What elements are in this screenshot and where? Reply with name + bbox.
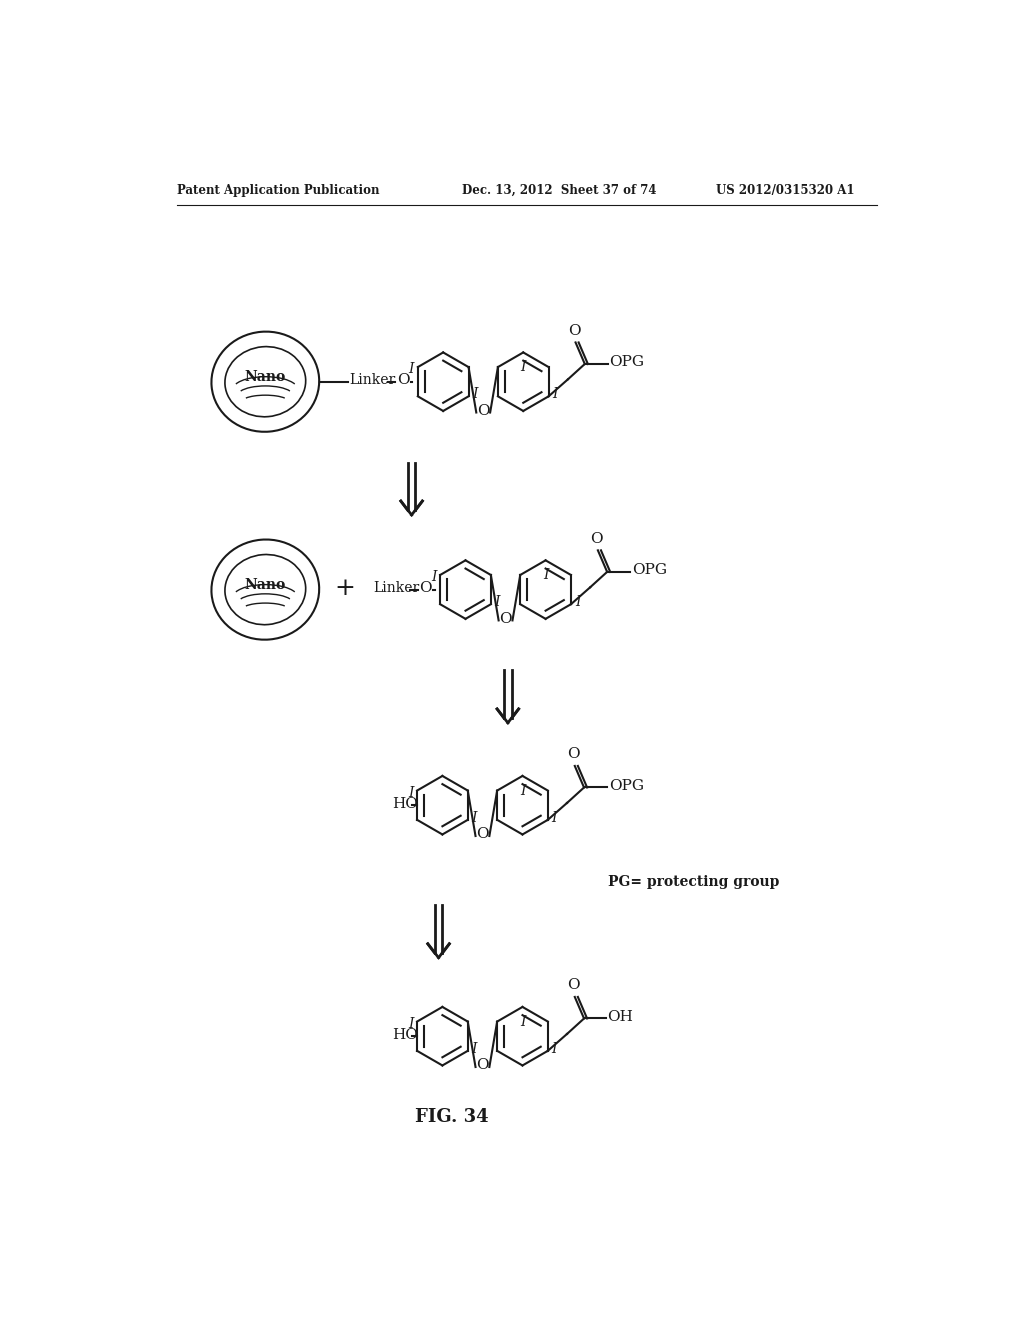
Text: O: O [500,612,512,626]
Text: O: O [476,828,488,841]
Text: Nano: Nano [245,578,286,591]
Text: PG= protecting group: PG= protecting group [608,875,779,890]
Text: OPG: OPG [609,355,644,370]
Text: O: O [567,323,581,338]
Text: I: I [472,387,478,401]
Text: I: I [408,1016,414,1031]
Text: HO: HO [392,1028,418,1041]
Text: O: O [590,532,603,545]
Text: I: I [472,810,477,825]
Text: O: O [567,978,580,993]
Text: O: O [477,404,489,418]
Text: O: O [476,1059,488,1072]
Text: O: O [419,581,432,595]
Text: I: I [520,784,525,797]
Text: Nano: Nano [245,370,286,384]
Text: O: O [397,374,410,387]
Text: HO: HO [392,797,418,810]
Text: I: I [574,595,581,609]
Text: FIG. 34: FIG. 34 [416,1107,489,1126]
Text: Linker: Linker [349,374,395,387]
Text: US 2012/0315320 A1: US 2012/0315320 A1 [716,185,854,197]
Text: +: + [334,577,355,599]
Text: I: I [553,387,558,401]
Text: I: I [409,363,414,376]
Text: Patent Application Publication: Patent Application Publication [177,185,379,197]
Text: I: I [543,568,548,582]
Text: OH: OH [607,1010,633,1024]
Text: I: I [408,785,414,800]
Text: I: I [495,595,500,609]
Text: Linker: Linker [373,581,420,595]
Text: I: I [520,1015,525,1028]
Text: OPG: OPG [632,564,667,577]
Text: I: I [520,360,526,374]
Text: I: I [552,810,557,825]
Text: OPG: OPG [608,779,644,793]
Text: I: I [472,1041,477,1056]
Text: I: I [431,570,436,585]
Text: O: O [567,747,580,762]
Text: Dec. 13, 2012  Sheet 37 of 74: Dec. 13, 2012 Sheet 37 of 74 [462,185,656,197]
Text: I: I [552,1041,557,1056]
